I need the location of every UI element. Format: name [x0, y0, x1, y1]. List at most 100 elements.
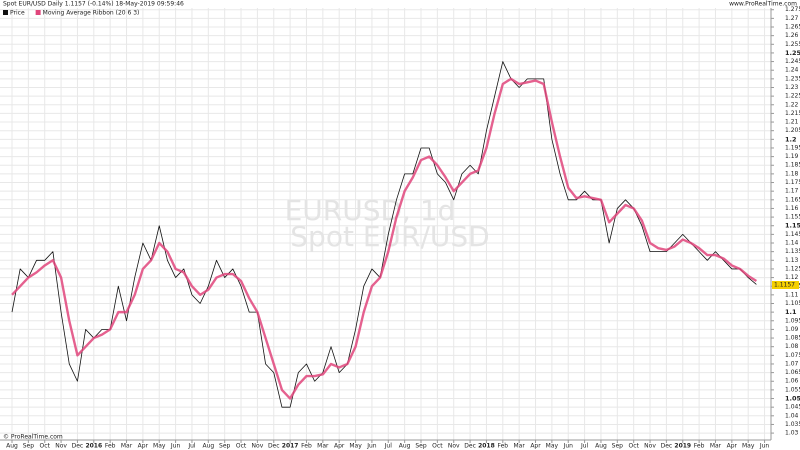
last-price-label: 1.1157 [774, 281, 795, 288]
y-tick-label: 1.245 [785, 58, 800, 65]
x-tick-label: Feb [105, 443, 116, 450]
y-tick-label: 1.13 [785, 257, 799, 264]
y-tick-label: 1.155 [785, 214, 800, 221]
y-tick-label: 1.165 [785, 196, 800, 203]
x-tick-label: Nov [448, 443, 460, 450]
x-tick-label: Aug [399, 443, 411, 450]
x-tick-label: Jun [366, 443, 377, 450]
x-tick-label: Jul [580, 443, 589, 450]
x-tick-label: Nov [55, 443, 67, 450]
y-tick-label: 1.11 [785, 291, 799, 298]
x-tick-label: Aug [202, 443, 214, 450]
legend-swatch [35, 10, 41, 15]
x-tick-label: Aug [6, 443, 18, 450]
x-tick-label: Aug [595, 443, 607, 450]
x-tick-label: Apr [334, 443, 345, 450]
y-tick-label: 1.185 [785, 162, 800, 169]
plot [11, 61, 758, 408]
y-tick-label: 1.085 [785, 335, 800, 342]
x-tick-label: Feb [301, 443, 312, 450]
y-tick-label: 1.23 [785, 84, 799, 91]
y-tick-label: 1.255 [785, 41, 800, 48]
y-tick-label: 1.055 [785, 386, 800, 393]
x-tick-label: Mar [121, 443, 133, 450]
x-tick-label: Feb [694, 443, 705, 450]
x-tick-label: Dec [661, 443, 673, 450]
y-tick-label: 1.275 [785, 6, 800, 13]
x-tick-label: Oct [40, 443, 51, 450]
y-tick-label: 1.04 [785, 412, 799, 419]
y-tick-label: 1.035 [785, 421, 800, 428]
y-tick-label: 1.125 [785, 265, 800, 272]
x-tick-label: Nov [644, 443, 656, 450]
source: © ProRealTime.com [3, 434, 63, 441]
y-tick-label: 1.18 [785, 170, 799, 177]
y-tick-label: 1.05 [785, 395, 800, 403]
y-tick-label: 1.08 [785, 343, 799, 350]
x-tick-label: May [546, 443, 559, 450]
x-tick-label: 2019 [674, 443, 691, 450]
x-tick-label: Jun [170, 443, 181, 450]
y-tick-label: 1.095 [785, 317, 800, 324]
y-tick-label: 1.145 [785, 231, 800, 238]
y-tick-label: 1.215 [785, 110, 800, 117]
x-tick-label: Jul [187, 443, 196, 450]
legend-label: Price [10, 10, 25, 17]
y-tick-label: 1.27 [785, 15, 799, 22]
x-tick-label: 2018 [478, 443, 495, 450]
y-tick-label: 1.065 [785, 369, 800, 376]
legend: Price Moving Average Ribbon (20 6 3) [3, 10, 139, 17]
chart-title: Spot EUR/USD Daily 1.1157 (-0.14%) 18-Ma… [3, 1, 184, 8]
x-tick-label: Mar [317, 443, 329, 450]
x-tick-label: Feb [497, 443, 508, 450]
y-tick-label: 1.105 [785, 300, 800, 307]
y-tick-label: 1.225 [785, 93, 800, 100]
x-tick-label: 2016 [85, 443, 102, 450]
x-tick-label: Jul [384, 443, 393, 450]
x-tick-label: Dec [72, 443, 84, 450]
y-tick-label: 1.1 [785, 308, 797, 316]
x-tick-label: Oct [628, 443, 639, 450]
x-tick-label: Sep [612, 443, 624, 450]
last-price-tag [772, 280, 799, 289]
watermark: EURUSD, 1d [285, 194, 456, 227]
x-tick-label: Apr [727, 443, 738, 450]
y-tick-label: 1.235 [785, 75, 800, 82]
y-tick-label: 1.16 [785, 205, 799, 212]
y-tick-label: 1.26 [785, 32, 799, 39]
y-tick-label: 1.21 [785, 119, 799, 126]
x-tick-label: Dec [464, 443, 476, 450]
legend-swatch [3, 10, 8, 15]
x-tick-label: Oct [236, 443, 247, 450]
y-tick-label: 1.045 [785, 404, 800, 411]
x-tick-label: Sep [415, 443, 427, 450]
y-tick-label: 1.22 [785, 101, 799, 108]
y-tick-label: 1.14 [785, 240, 799, 247]
y-tick-label: 1.06 [785, 378, 799, 385]
y-tick-label: 1.15 [785, 222, 800, 230]
y-tick-label: 1.195 [785, 144, 800, 151]
y-tick-label: 1.175 [785, 179, 800, 186]
x-tick-label: Jun [563, 443, 574, 450]
y-tick-label: 1.135 [785, 248, 800, 255]
x-tick-label: Nov [252, 443, 264, 450]
y-tick-label: 1.24 [785, 67, 799, 74]
y-tick-label: 1.19 [785, 153, 799, 160]
y-tick-label: 1.09 [785, 326, 799, 333]
x-tick-label: Apr [530, 443, 541, 450]
x-tick-label: Oct [432, 443, 443, 450]
x-tick-label: Mar [513, 443, 525, 450]
y-tick-label: 1.07 [785, 360, 799, 367]
y-tick-label: 1.075 [785, 352, 800, 359]
x-tick-label: Jun [759, 443, 770, 450]
legend-label: Moving Average Ribbon (20 6 3) [43, 10, 140, 17]
y-tick-label: 1.2 [785, 135, 797, 143]
x-tick-label: 2017 [282, 443, 299, 450]
grid [0, 8, 771, 440]
x-tick-label: Sep [23, 443, 35, 450]
y-tick-label: 1.12 [785, 274, 799, 281]
y-tick-label: 1.25 [785, 49, 800, 57]
x-tick-label: May [349, 443, 362, 450]
ma-ribbon [11, 77, 758, 400]
